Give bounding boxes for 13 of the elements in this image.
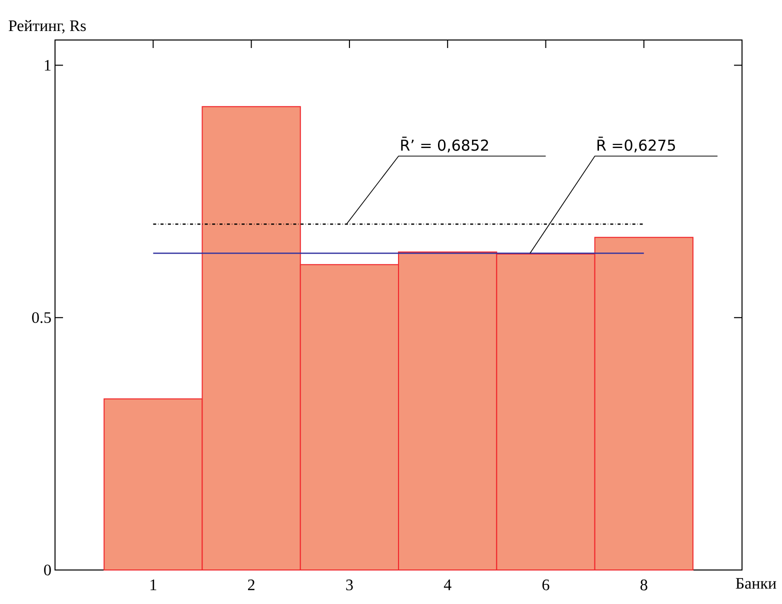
y-tick-label: 0 bbox=[44, 564, 51, 576]
x-tick-label: 3 bbox=[346, 580, 353, 590]
x-axis-title: Банки bbox=[736, 578, 776, 589]
x-tick-label: 6 bbox=[542, 580, 550, 590]
y-tick-label: 1 bbox=[44, 60, 51, 71]
x-tick-label: 8 bbox=[640, 580, 648, 590]
x-tick-label: 2 bbox=[248, 580, 254, 590]
x-tick-label: 1 bbox=[150, 580, 156, 590]
y-tick-label: 0.5 bbox=[32, 312, 51, 324]
y-axis-title: Рейтинг, Rs bbox=[8, 20, 86, 34]
ref-line-label: R̄ =0,6275 bbox=[597, 136, 675, 152]
x-tick-label: 4 bbox=[444, 580, 452, 590]
ref-line-label: R̄’ = 0,6852 bbox=[401, 136, 488, 152]
